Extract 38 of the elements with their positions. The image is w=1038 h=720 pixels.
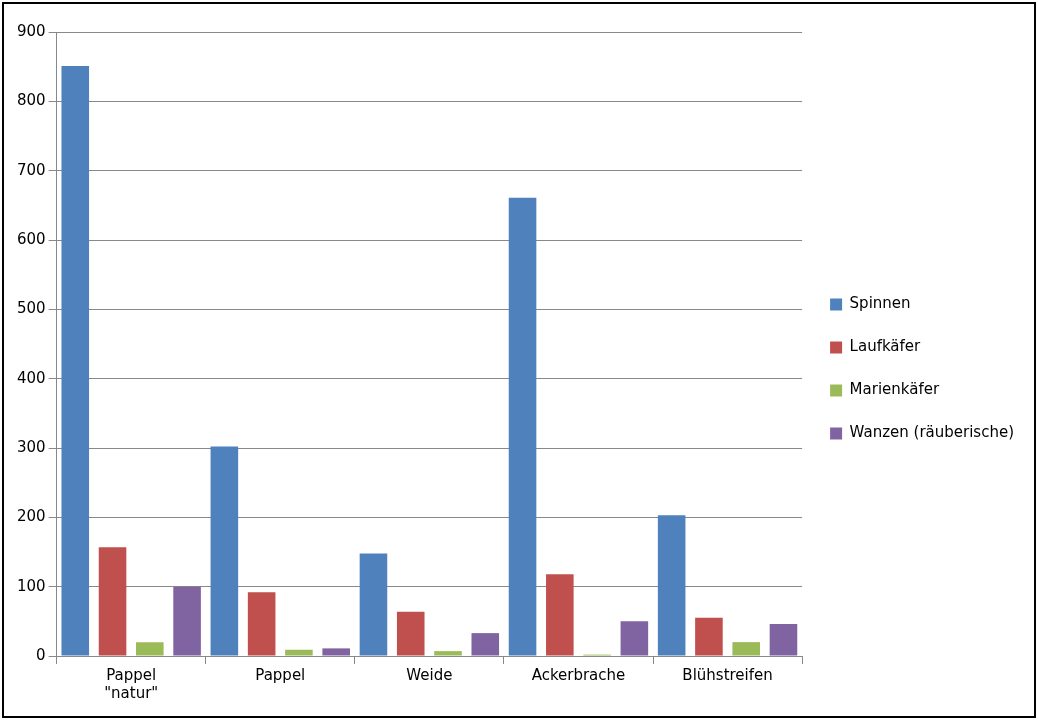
bar — [546, 574, 574, 656]
legend-label: Marienkäfer — [849, 380, 940, 399]
bar — [434, 651, 462, 656]
bar — [322, 648, 350, 656]
y-tick-label: 800 — [16, 91, 46, 110]
y-tick-label: 900 — [16, 21, 46, 40]
y-tick-label: 400 — [16, 368, 46, 387]
x-tick-label: Weide — [406, 665, 453, 684]
legend-label: Laufkäfer — [849, 337, 922, 356]
y-tick-label: 300 — [16, 437, 46, 456]
y-tick-label: 0 — [36, 645, 46, 664]
legend-label: Spinnen — [849, 294, 911, 313]
y-tick-label: 500 — [16, 299, 46, 318]
y-tick-label: 700 — [16, 160, 46, 179]
bar — [620, 621, 649, 656]
bar — [396, 611, 425, 656]
bar — [285, 649, 313, 656]
bar — [136, 642, 164, 656]
y-tick-label: 200 — [16, 507, 46, 526]
bar — [508, 197, 537, 656]
x-tick-label: Pappel "natur" — [104, 665, 159, 702]
bar — [359, 553, 388, 656]
y-tick-label: 600 — [16, 229, 46, 248]
bar — [769, 624, 798, 656]
y-tick-label: 100 — [16, 576, 46, 595]
bar — [210, 446, 239, 656]
bar — [732, 642, 760, 656]
bar — [471, 633, 500, 656]
bar — [61, 65, 90, 656]
legend-label: Wanzen (räuberische) — [849, 423, 1015, 442]
x-tick-label: Pappel — [255, 665, 306, 684]
bar — [657, 515, 686, 656]
x-tick-label: Ackerbrache — [531, 665, 626, 684]
bar — [173, 586, 201, 656]
bar — [98, 547, 127, 656]
bar — [695, 617, 723, 656]
bar — [247, 592, 276, 656]
x-tick-label: Blühstreifen — [682, 665, 773, 684]
